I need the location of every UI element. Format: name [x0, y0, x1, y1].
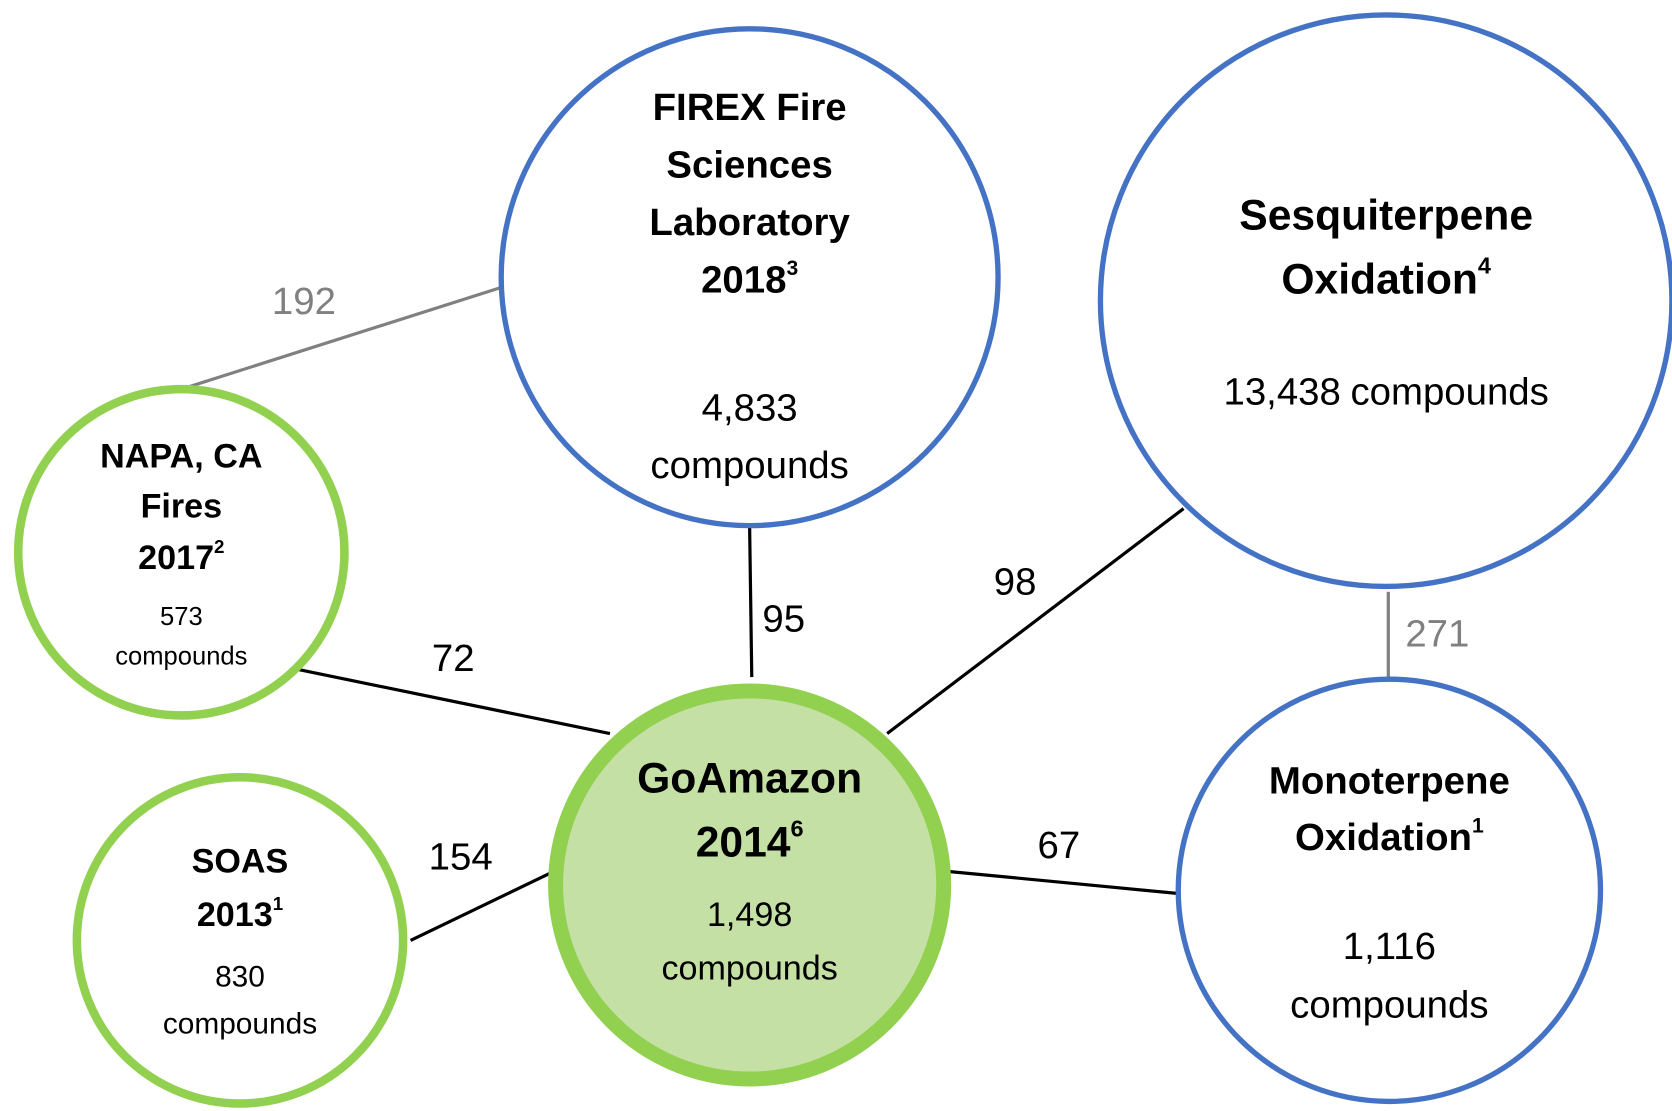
edge-label: 271 — [1405, 613, 1469, 656]
node-title: Laboratory — [649, 201, 850, 244]
node-title-line: Sesquiterpene — [1239, 192, 1533, 240]
node-title-line: NAPA, CA — [100, 437, 262, 475]
node-count: 1,116 — [1343, 925, 1436, 968]
node-title: 20146 — [696, 816, 804, 867]
edge-label: 67 — [1037, 824, 1080, 867]
node-circle — [72, 773, 408, 1108]
node-count: 1,498 — [707, 896, 792, 934]
edge — [748, 527, 754, 678]
node-unit: compounds — [661, 949, 837, 987]
node-title-line: Monoterpene — [1269, 760, 1510, 803]
node-title: Oxidation4 — [1281, 253, 1491, 304]
node-count: 4,833 — [702, 387, 798, 430]
node-title-line: Oxidation — [1295, 816, 1472, 859]
node-title-line: GoAmazon — [637, 755, 862, 803]
node-unit: compounds — [115, 643, 247, 671]
node-unit: compounds — [163, 1008, 317, 1041]
node-title-line: SOAS — [192, 843, 289, 881]
node-title-line: Laboratory — [649, 201, 850, 244]
node-circle — [548, 683, 952, 1087]
node-title: Oxidation1 — [1295, 814, 1484, 859]
node-title-line: 2017 — [138, 539, 214, 577]
node-superscript: 1 — [273, 893, 283, 914]
edge — [180, 284, 508, 391]
node-circle — [498, 26, 1001, 529]
node-title-line: Sciences — [666, 144, 832, 187]
edge-label: 95 — [762, 598, 805, 641]
node-title: Monoterpene — [1269, 760, 1510, 803]
edge-label: 72 — [432, 637, 475, 680]
node-title: Sciences — [666, 144, 832, 187]
node-title: FIREX Fire — [653, 86, 847, 129]
edge-label: 192 — [272, 280, 336, 323]
node-title: NAPA, CA — [100, 437, 262, 475]
node-title: GoAmazon — [637, 755, 862, 803]
edge-label: 154 — [429, 836, 493, 879]
edge — [298, 668, 611, 736]
node-superscript: 6 — [791, 816, 804, 842]
node-title: Sesquiterpene — [1239, 192, 1533, 240]
node-count: 573 — [160, 603, 203, 631]
node-superscript: 3 — [786, 257, 798, 280]
node-title: 20172 — [138, 536, 224, 577]
node-count: 830 — [215, 961, 265, 994]
node-unit: compounds — [650, 444, 848, 487]
edge — [886, 507, 1185, 735]
node-count: 13,438 compounds — [1223, 371, 1548, 414]
node-unit: compounds — [1290, 984, 1488, 1027]
node-title-line: 2014 — [696, 819, 791, 867]
node-title-line: 2013 — [197, 896, 273, 934]
node-title: 20183 — [701, 257, 798, 302]
node-circle — [13, 384, 349, 720]
node-title-line: 2018 — [701, 259, 786, 302]
node-count-number: 13,438 — [1223, 371, 1340, 414]
node-title: 20131 — [197, 893, 283, 934]
node-superscript: 4 — [1478, 253, 1491, 279]
node-superscript: 1 — [1472, 814, 1484, 837]
node-title: SOAS — [192, 843, 289, 881]
node-superscript: 2 — [214, 536, 224, 557]
node-title-line: FIREX Fire — [653, 86, 847, 129]
node-title: Fires — [141, 488, 223, 526]
edge — [944, 869, 1179, 896]
node-circle — [1175, 676, 1604, 1105]
node-count-unit: compounds — [1350, 371, 1548, 414]
edge-label: 98 — [994, 560, 1037, 603]
edge — [409, 868, 558, 942]
node-title-line: Fires — [141, 488, 223, 526]
node-title-line: Oxidation — [1281, 256, 1478, 304]
